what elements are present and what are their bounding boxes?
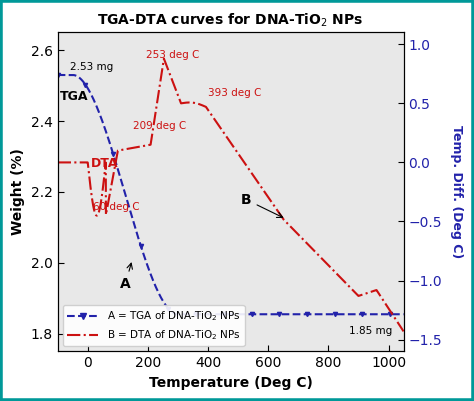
Line: A = TGA of DNA-TiO$_2$ NPs: A = TGA of DNA-TiO$_2$ NPs <box>55 73 406 316</box>
A = TGA of DNA-TiO$_2$ NPs <box>195 312 201 317</box>
A = TGA of DNA-TiO$_2$ NPs <box>325 312 330 317</box>
Text: 393 deg C: 393 deg C <box>208 88 262 98</box>
B = DTA of DNA-TiO$_2$ NPs <box>214 120 219 125</box>
Text: B: B <box>241 193 283 217</box>
Y-axis label: Weight (%): Weight (%) <box>11 148 25 235</box>
Text: 253 deg C: 253 deg C <box>146 51 200 61</box>
A = TGA of DNA-TiO$_2$ NPs <box>208 312 213 317</box>
Text: 60 deg C: 60 deg C <box>93 202 140 212</box>
B = DTA of DNA-TiO$_2$ NPs <box>401 329 406 334</box>
B = DTA of DNA-TiO$_2$ NPs <box>55 160 61 165</box>
A = TGA of DNA-TiO$_2$ NPs <box>331 312 337 317</box>
Legend: A = TGA of DNA-TiO$_2$ NPs, B = DTA of DNA-TiO$_2$ NPs: A = TGA of DNA-TiO$_2$ NPs, B = DTA of D… <box>63 305 245 346</box>
B = DTA of DNA-TiO$_2$ NPs <box>223 134 229 138</box>
B = DTA of DNA-TiO$_2$ NPs <box>73 160 78 165</box>
B = DTA of DNA-TiO$_2$ NPs <box>328 265 333 269</box>
Text: 209 deg C: 209 deg C <box>133 122 186 132</box>
Text: 2.53 mg: 2.53 mg <box>70 62 113 72</box>
B = DTA of DNA-TiO$_2$ NPs <box>391 314 397 319</box>
A = TGA of DNA-TiO$_2$ NPs <box>292 312 298 317</box>
B = DTA of DNA-TiO$_2$ NPs <box>161 56 167 61</box>
Line: B = DTA of DNA-TiO$_2$ NPs: B = DTA of DNA-TiO$_2$ NPs <box>58 59 403 331</box>
Title: TGA-DTA curves for DNA-TiO$_2$ NPs: TGA-DTA curves for DNA-TiO$_2$ NPs <box>98 11 364 28</box>
A = TGA of DNA-TiO$_2$ NPs <box>401 312 406 317</box>
A = TGA of DNA-TiO$_2$ NPs <box>175 312 181 317</box>
Y-axis label: Temp. Diff. (Deg C): Temp. Diff. (Deg C) <box>450 126 463 259</box>
A = TGA of DNA-TiO$_2$ NPs <box>90 96 96 101</box>
Text: TGA: TGA <box>60 90 89 103</box>
Text: 1.85 mg: 1.85 mg <box>349 326 392 336</box>
Text: DTA: DTA <box>91 157 118 170</box>
A = TGA of DNA-TiO$_2$ NPs <box>55 73 61 77</box>
Text: A: A <box>120 263 132 291</box>
X-axis label: Temperature (Deg C): Temperature (Deg C) <box>149 376 312 390</box>
B = DTA of DNA-TiO$_2$ NPs <box>391 314 396 318</box>
